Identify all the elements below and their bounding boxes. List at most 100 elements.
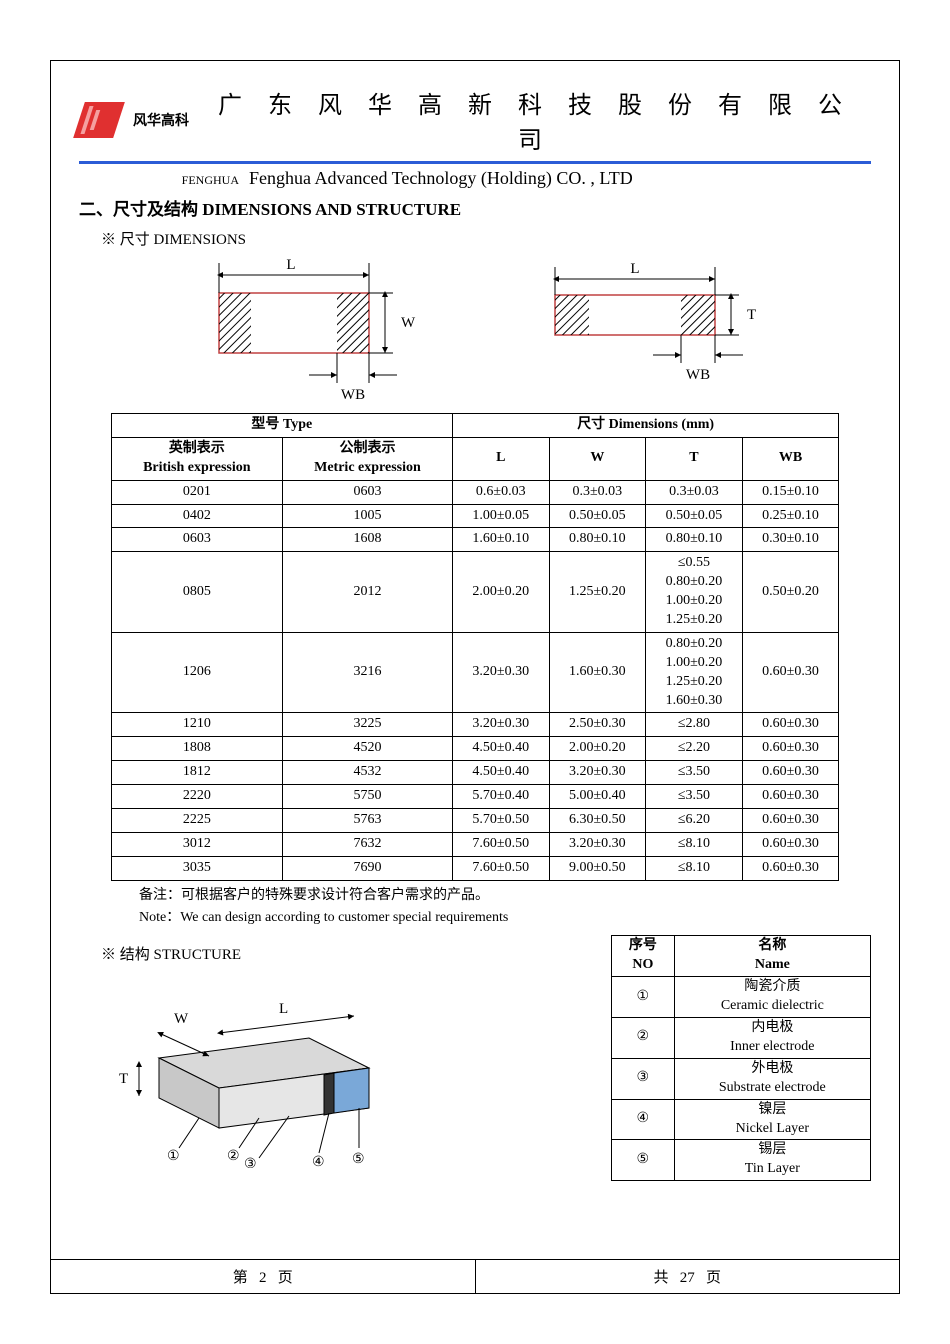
table-row: 222557635.70±0.506.30±0.50≤6.200.60±0.30 xyxy=(111,809,839,833)
sub-header: FENGHUA Fenghua Advanced Technology (Hol… xyxy=(79,168,871,189)
company-title-cn: 广 东 风 华 高 新 科 技 股 份 有 限 公 司 xyxy=(199,85,871,155)
label-T: T xyxy=(747,307,756,323)
cell-W: 3.20±0.30 xyxy=(549,832,646,856)
th-T: T xyxy=(646,437,743,480)
cell-name: 外电极 Substrate electrode xyxy=(674,1058,870,1099)
callout-5: ⑤ xyxy=(352,1152,365,1167)
cell-m: 5763 xyxy=(282,809,452,833)
cell-WB: 0.50±0.20 xyxy=(742,552,839,633)
cell-name: 内电极 Inner electrode xyxy=(674,1018,870,1059)
cell-W: 0.3±0.03 xyxy=(549,480,646,504)
cell-m: 1608 xyxy=(282,528,452,552)
cell-no: ① xyxy=(612,977,675,1018)
th-dims: 尺寸 Dimensions (mm) xyxy=(452,414,838,438)
callout-1: ① xyxy=(167,1149,180,1164)
cell-no: ② xyxy=(612,1018,675,1059)
cell-b: 0402 xyxy=(111,504,282,528)
cell-m: 3225 xyxy=(282,713,452,737)
cell-b: 3012 xyxy=(111,832,282,856)
cell-L: 5.70±0.50 xyxy=(452,809,549,833)
cell-W: 2.00±0.20 xyxy=(549,737,646,761)
side-view-diagram: L T WB xyxy=(525,253,771,385)
th-L: L xyxy=(452,437,549,480)
cell-b: 2220 xyxy=(111,785,282,809)
cell-W: 1.25±0.20 xyxy=(549,552,646,633)
dimensions-label: ※ 尺寸 DIMENSIONS xyxy=(101,228,871,249)
company-title-en: Fenghua Advanced Technology (Holding) CO… xyxy=(249,168,633,189)
table-row: 301276327.60±0.503.20±0.30≤8.100.60±0.30 xyxy=(111,832,839,856)
sth-no: 序号 NO xyxy=(612,936,675,977)
cell-W: 5.00±0.40 xyxy=(549,785,646,809)
structure-label: ※ 结构 STRUCTURE xyxy=(101,943,581,964)
cell-WB: 0.25±0.10 xyxy=(742,504,839,528)
struct-L: L xyxy=(279,1001,288,1017)
cell-L: 2.00±0.20 xyxy=(452,552,549,633)
cell-WB: 0.60±0.30 xyxy=(742,713,839,737)
cell-L: 4.50±0.40 xyxy=(452,737,549,761)
label-WB: WB xyxy=(341,387,365,403)
struct-W: W xyxy=(174,1011,189,1027)
callout-3: ③ xyxy=(244,1157,257,1168)
label-L2: L xyxy=(630,261,639,277)
cell-m: 7690 xyxy=(282,856,452,880)
cell-T: ≤2.20 xyxy=(646,737,743,761)
cell-no: ⑤ xyxy=(612,1140,675,1181)
cell-L: 3.20±0.30 xyxy=(452,632,549,713)
cell-b: 1210 xyxy=(111,713,282,737)
cell-W: 0.80±0.10 xyxy=(549,528,646,552)
table-row: 020106030.6±0.030.3±0.030.3±0.030.15±0.1… xyxy=(111,480,839,504)
cell-no: ④ xyxy=(612,1099,675,1140)
th-W: W xyxy=(549,437,646,480)
callout-4: ④ xyxy=(312,1155,325,1168)
th-british: 英制表示 British expression xyxy=(111,437,282,480)
cell-b: 1808 xyxy=(111,737,282,761)
dimension-diagrams: L W WB L xyxy=(79,253,871,405)
table-row: 121032253.20±0.302.50±0.30≤2.800.60±0.30 xyxy=(111,713,839,737)
cell-WB: 0.60±0.30 xyxy=(742,832,839,856)
page-footer: 第 2 页 共 27 页 xyxy=(51,1259,899,1293)
callout-2: ② xyxy=(227,1149,240,1164)
section-title: 二、尺寸及结构 DIMENSIONS AND STRUCTURE xyxy=(79,195,871,220)
structure-table: 序号 NO 名称 Name ①陶瓷介质 Ceramic dielectric②内… xyxy=(611,935,871,1181)
dimensions-table: 型号 Type 尺寸 Dimensions (mm) 英制表示 British … xyxy=(111,413,840,881)
cell-L: 4.50±0.40 xyxy=(452,761,549,785)
cell-W: 9.00±0.50 xyxy=(549,856,646,880)
label-L: L xyxy=(286,257,295,273)
cell-no: ③ xyxy=(612,1058,675,1099)
table-row: 303576907.60±0.509.00±0.50≤8.100.60±0.30 xyxy=(111,856,839,880)
table-row: ④镍层 Nickel Layer xyxy=(612,1099,871,1140)
cell-L: 0.6±0.03 xyxy=(452,480,549,504)
cell-W: 3.20±0.30 xyxy=(549,761,646,785)
cell-T: ≤8.10 xyxy=(646,856,743,880)
cell-b: 0805 xyxy=(111,552,282,633)
cell-T: ≤6.20 xyxy=(646,809,743,833)
cell-WB: 0.60±0.30 xyxy=(742,632,839,713)
table-row: 060316081.60±0.100.80±0.100.80±0.100.30±… xyxy=(111,528,839,552)
cell-L: 7.60±0.50 xyxy=(452,856,549,880)
cell-T: 0.80±0.20 1.00±0.20 1.25±0.20 1.60±0.30 xyxy=(646,632,743,713)
sth-name: 名称 Name xyxy=(674,936,870,977)
table-row: ③外电极 Substrate electrode xyxy=(612,1058,871,1099)
label-WB2: WB xyxy=(686,367,710,383)
cell-b: 2225 xyxy=(111,809,282,833)
cell-T: ≤3.50 xyxy=(646,785,743,809)
cell-W: 6.30±0.50 xyxy=(549,809,646,833)
table-row: 181245324.50±0.403.20±0.30≤3.500.60±0.30 xyxy=(111,761,839,785)
note-cn: 备注：可根据客户的特殊要求设计符合客户需求的产品。 xyxy=(139,885,871,907)
footer-left: 第 2 页 xyxy=(51,1260,475,1293)
cell-WB: 0.15±0.10 xyxy=(742,480,839,504)
th-metric: 公制表示 Metric expression xyxy=(282,437,452,480)
cell-L: 3.20±0.30 xyxy=(452,713,549,737)
cell-T: ≤8.10 xyxy=(646,832,743,856)
table-row: 040210051.00±0.050.50±0.050.50±0.050.25±… xyxy=(111,504,839,528)
cell-WB: 0.60±0.30 xyxy=(742,809,839,833)
cell-m: 3216 xyxy=(282,632,452,713)
cell-T: 0.80±0.10 xyxy=(646,528,743,552)
label-W: W xyxy=(401,315,416,331)
company-logo xyxy=(73,102,125,138)
cell-L: 1.60±0.10 xyxy=(452,528,549,552)
cell-WB: 0.60±0.30 xyxy=(742,856,839,880)
cell-m: 5750 xyxy=(282,785,452,809)
cell-m: 4532 xyxy=(282,761,452,785)
cell-T: ≤2.80 xyxy=(646,713,743,737)
